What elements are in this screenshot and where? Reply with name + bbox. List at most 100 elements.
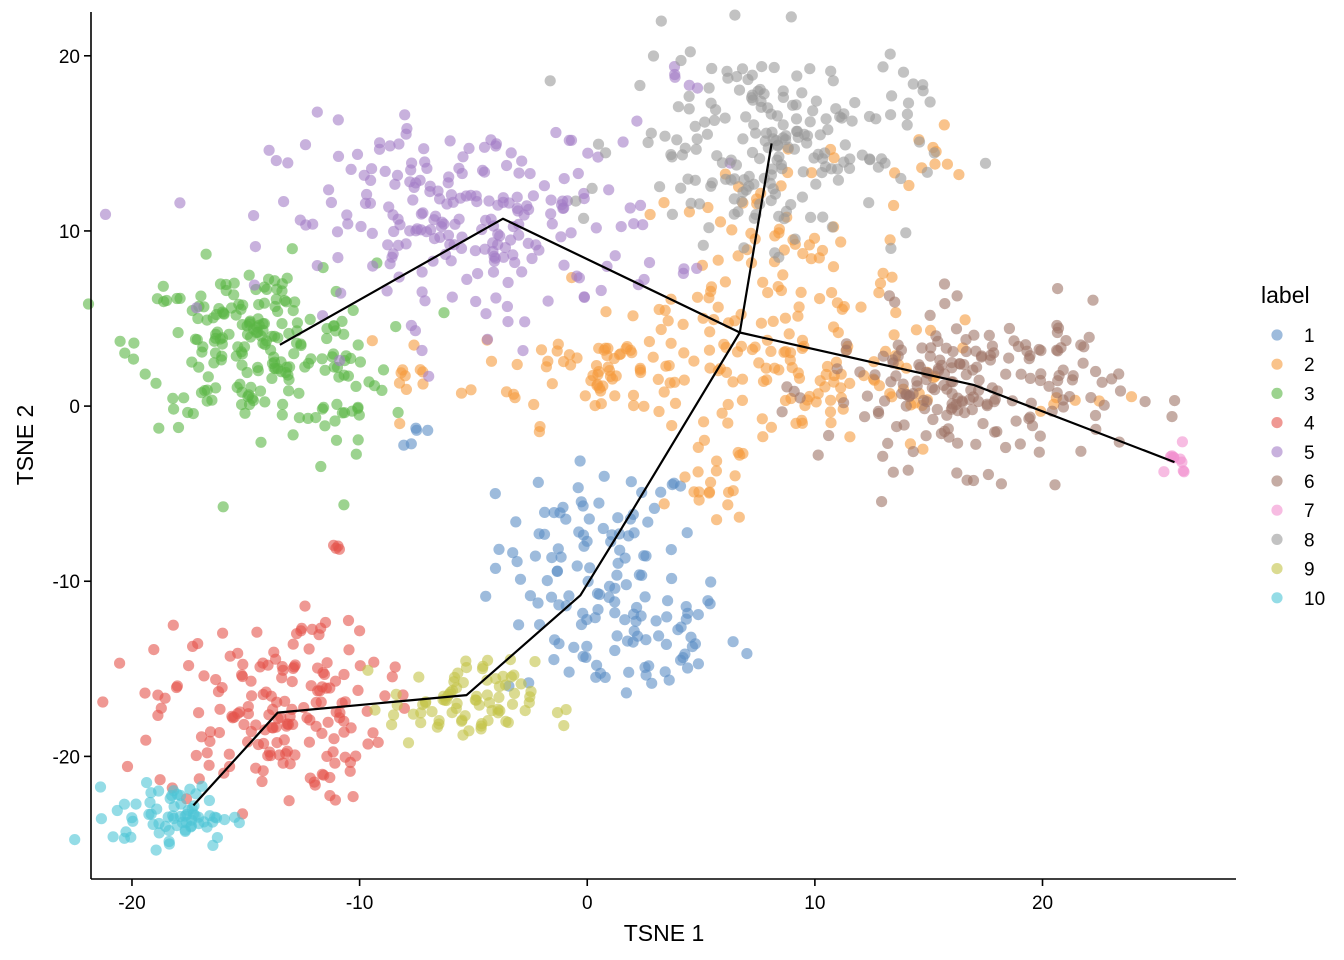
data-point-5 xyxy=(590,222,602,234)
data-point-1 xyxy=(507,547,519,559)
data-point-10 xyxy=(171,820,183,832)
data-point-4 xyxy=(140,734,152,746)
data-point-5 xyxy=(282,157,294,169)
data-point-2 xyxy=(627,389,640,401)
data-point-2 xyxy=(644,208,656,221)
data-point-6 xyxy=(983,329,995,341)
data-point-3 xyxy=(350,380,362,392)
data-point-2 xyxy=(762,287,774,299)
data-point-6 xyxy=(932,363,945,375)
data-point-8 xyxy=(773,251,785,263)
data-point-8 xyxy=(838,156,850,168)
data-point-4 xyxy=(154,774,166,786)
data-point-8 xyxy=(790,99,802,111)
data-point-10 xyxy=(94,781,107,793)
data-point-2 xyxy=(835,236,847,248)
data-point-1 xyxy=(611,569,623,581)
data-point-5 xyxy=(456,167,468,180)
data-point-3 xyxy=(295,338,307,350)
data-point-8 xyxy=(872,161,885,173)
data-point-2 xyxy=(609,390,621,402)
data-point-5 xyxy=(373,143,386,155)
data-point-8 xyxy=(769,188,782,200)
data-point-8 xyxy=(665,149,677,161)
data-point-1 xyxy=(660,638,673,651)
data-point-8 xyxy=(676,149,689,161)
data-point-1 xyxy=(603,591,615,604)
data-point-4 xyxy=(342,614,355,627)
data-point-5 xyxy=(248,279,260,291)
data-point-7 xyxy=(1176,456,1188,468)
data-point-1 xyxy=(578,540,590,552)
data-point-8 xyxy=(672,101,685,113)
data-point-8 xyxy=(740,111,752,123)
data-point-6 xyxy=(1003,322,1016,335)
data-point-1 xyxy=(580,651,592,664)
data-point-9 xyxy=(486,705,498,717)
data-point-3 xyxy=(277,398,289,410)
data-point-4 xyxy=(344,756,356,769)
data-point-3 xyxy=(272,305,284,317)
data-point-2 xyxy=(832,327,844,339)
data-point-5 xyxy=(399,109,411,121)
data-point-8 xyxy=(725,174,737,186)
data-point-6 xyxy=(924,309,936,321)
data-point-3 xyxy=(127,353,140,365)
data-point-6 xyxy=(952,437,964,449)
data-point-5 xyxy=(311,260,323,272)
data-point-2 xyxy=(844,377,856,389)
data-point-9 xyxy=(490,673,502,685)
data-point-5 xyxy=(487,266,500,278)
data-point-1 xyxy=(568,641,580,654)
data-point-8 xyxy=(699,116,711,128)
data-point-8 xyxy=(777,119,789,131)
data-point-3 xyxy=(350,448,362,460)
data-point-5 xyxy=(446,291,458,303)
data-point-10 xyxy=(190,788,202,800)
data-point-8 xyxy=(737,186,749,198)
data-point-2 xyxy=(820,368,832,381)
data-point-1 xyxy=(553,638,565,650)
data-point-8 xyxy=(736,63,749,75)
data-point-5 xyxy=(425,224,437,236)
data-point-2 xyxy=(711,455,723,467)
data-point-2 xyxy=(533,426,546,438)
data-point-4 xyxy=(316,681,328,693)
data-point-2 xyxy=(755,317,768,329)
data-point-6 xyxy=(939,298,951,310)
data-point-5 xyxy=(631,115,643,127)
data-point-9 xyxy=(390,688,402,700)
data-point-2 xyxy=(703,486,716,498)
data-point-5 xyxy=(386,251,398,263)
data-point-5 xyxy=(527,190,540,202)
data-point-6 xyxy=(1087,294,1099,306)
data-point-4 xyxy=(267,703,279,716)
data-point-1 xyxy=(598,470,610,482)
data-point-6 xyxy=(1052,283,1064,295)
data-point-6 xyxy=(920,430,932,442)
data-point-3 xyxy=(291,317,303,329)
data-point-4 xyxy=(257,765,269,777)
data-point-2 xyxy=(679,471,691,483)
data-point-3 xyxy=(223,328,235,340)
data-point-5 xyxy=(418,143,430,155)
legend-key-8 xyxy=(1271,533,1283,546)
data-point-9 xyxy=(525,685,537,698)
data-point-9 xyxy=(515,678,527,690)
data-point-10 xyxy=(203,794,215,807)
data-point-2 xyxy=(765,421,778,433)
data-point-5 xyxy=(677,267,690,279)
data-point-1 xyxy=(571,560,583,572)
data-point-8 xyxy=(846,115,858,127)
data-point-2 xyxy=(777,269,789,281)
data-point-10 xyxy=(150,844,162,856)
data-point-2 xyxy=(658,498,670,510)
data-point-1 xyxy=(563,590,575,602)
data-point-5 xyxy=(427,255,439,267)
data-point-1 xyxy=(692,658,705,670)
data-point-6 xyxy=(946,357,958,369)
data-point-1 xyxy=(532,597,544,609)
data-point-8 xyxy=(826,221,839,233)
data-point-8 xyxy=(917,85,929,97)
data-point-6 xyxy=(1090,365,1102,378)
